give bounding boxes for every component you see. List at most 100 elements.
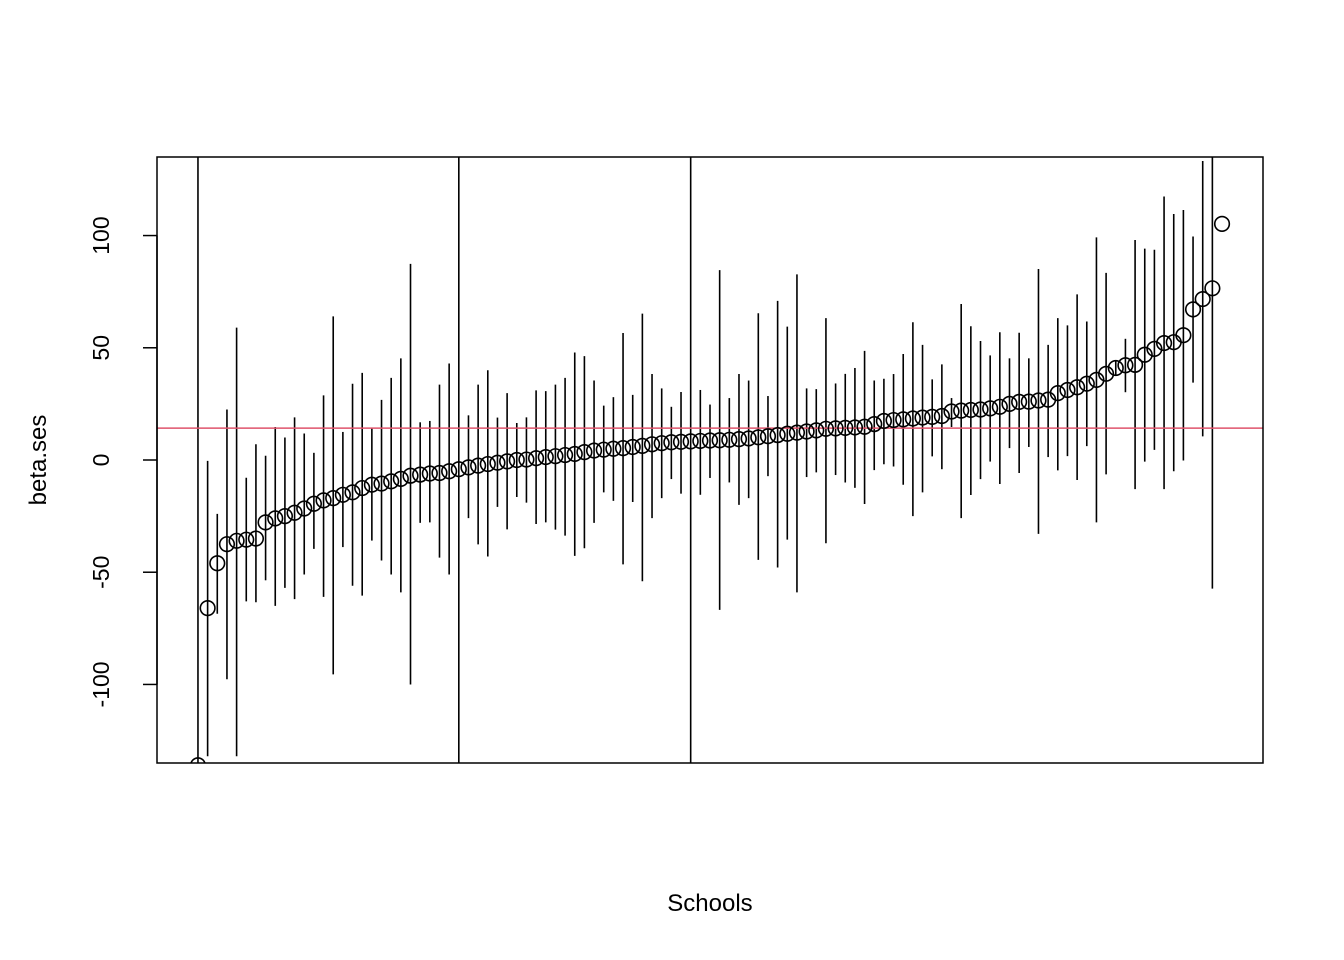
data-point	[846, 419, 864, 436]
data-point	[276, 508, 294, 525]
y-tick-label: -50	[88, 556, 114, 589]
data-point	[788, 424, 806, 441]
data-point	[190, 757, 206, 763]
data-point	[740, 430, 757, 447]
data-point	[499, 453, 516, 470]
data-point	[904, 410, 921, 427]
data-point	[334, 486, 351, 503]
data-point	[209, 555, 226, 572]
data-point	[837, 419, 854, 437]
data-point	[624, 438, 641, 456]
data-point	[663, 434, 680, 451]
data-point	[953, 402, 970, 419]
data-point	[470, 457, 487, 474]
data-point	[1020, 393, 1037, 410]
data-point	[643, 436, 661, 453]
data-point	[1069, 379, 1086, 396]
data-point	[528, 450, 545, 467]
data-point	[808, 422, 825, 439]
data-point	[479, 455, 496, 473]
data-point	[228, 532, 245, 549]
data-point	[653, 435, 670, 452]
data-point	[441, 463, 458, 480]
data-points	[190, 215, 1231, 763]
data-point	[547, 448, 564, 465]
data-point	[556, 446, 574, 464]
data-point	[1194, 290, 1211, 308]
data-point	[363, 476, 380, 493]
data-point	[1117, 357, 1134, 374]
data-point	[286, 504, 303, 521]
data-point	[1126, 356, 1144, 373]
data-point	[402, 467, 419, 484]
data-point	[325, 490, 342, 507]
data-point	[585, 442, 603, 459]
data-point	[1184, 301, 1202, 318]
data-point	[218, 536, 236, 553]
data-point	[991, 398, 1008, 415]
y-tick-label: -100	[88, 661, 114, 707]
data-point	[421, 465, 438, 482]
data-point	[924, 408, 941, 426]
data-point	[1088, 371, 1105, 388]
data-point	[595, 441, 612, 458]
data-point	[943, 403, 960, 420]
data-point	[537, 448, 554, 466]
data-point	[817, 420, 835, 437]
data-point	[634, 437, 651, 454]
data-point	[315, 492, 332, 509]
data-point	[798, 423, 815, 440]
data-point	[489, 454, 506, 471]
data-point	[412, 466, 429, 483]
data-point	[779, 425, 796, 442]
data-point	[962, 401, 979, 419]
data-point	[247, 530, 265, 547]
data-point	[1155, 334, 1173, 352]
data-point	[1049, 385, 1066, 402]
data-point	[1146, 340, 1163, 358]
data-point	[827, 420, 844, 437]
data-point	[1001, 395, 1018, 412]
data-point	[518, 451, 535, 468]
data-point	[566, 445, 583, 463]
data-point	[682, 433, 699, 450]
data-point	[750, 429, 767, 446]
data-point	[460, 459, 477, 476]
x-axis-label: Schools	[667, 890, 752, 917]
y-axis: -100 -50 0 50 100	[88, 216, 158, 707]
data-point	[1059, 381, 1076, 399]
data-point	[885, 411, 902, 429]
data-point	[701, 432, 719, 449]
data-point	[354, 479, 371, 497]
data-point	[982, 400, 999, 417]
data-point	[508, 451, 525, 469]
data-point	[711, 432, 728, 449]
data-point	[392, 470, 409, 487]
data-point	[431, 464, 448, 482]
data-point	[769, 426, 786, 444]
data-point	[1213, 215, 1231, 232]
data-point	[730, 431, 748, 448]
data-point	[267, 510, 284, 527]
data-point	[914, 409, 931, 426]
data-point	[296, 500, 313, 517]
data-point	[1136, 346, 1153, 363]
data-point	[856, 418, 873, 435]
data-point	[1098, 365, 1115, 382]
data-point	[305, 495, 322, 512]
data-point	[1107, 359, 1124, 377]
data-point	[450, 461, 467, 478]
data-point	[1078, 375, 1095, 392]
data-point	[383, 473, 400, 490]
y-axis-label: beta.ses	[25, 415, 52, 506]
data-point	[257, 514, 274, 531]
data-point	[866, 415, 883, 433]
data-point	[692, 432, 709, 450]
data-point	[875, 412, 892, 430]
data-point	[895, 411, 912, 428]
y-tick-label: 100	[88, 216, 114, 254]
data-point	[238, 531, 255, 548]
data-point	[972, 401, 989, 418]
data-point	[1011, 393, 1028, 410]
confidence-intervals	[197, 157, 1214, 763]
